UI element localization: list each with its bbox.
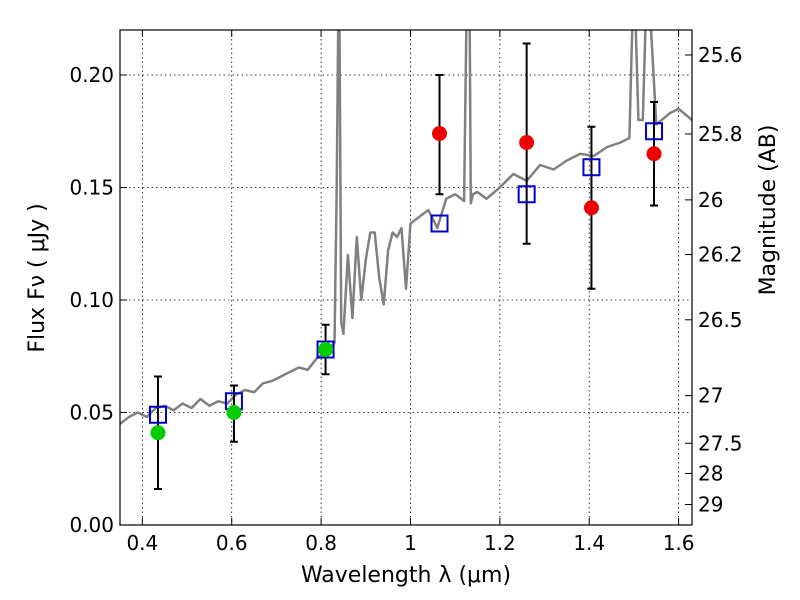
data-series bbox=[120, 30, 692, 490]
x-axis-label: Wavelength λ (μm) bbox=[301, 563, 511, 588]
data-point bbox=[150, 425, 166, 441]
x-tick-label: 1.2 bbox=[484, 531, 516, 555]
y2-tick-label: 26.2 bbox=[698, 243, 743, 267]
model-square bbox=[430, 214, 449, 233]
y-tick-label: 0.05 bbox=[69, 401, 114, 425]
y-tick-label: 0.00 bbox=[69, 513, 114, 537]
x-tick-label: 0.8 bbox=[305, 531, 337, 555]
y2-tick-label: 27.5 bbox=[698, 431, 743, 455]
x-tick-label: 1 bbox=[404, 531, 417, 555]
y-axis-label: Flux Fν ( μJy ) bbox=[25, 203, 50, 352]
y2-axis-label: Magnitude (AB) bbox=[756, 125, 781, 296]
x-tick-label: 1.4 bbox=[573, 531, 605, 555]
spectrum-line bbox=[120, 30, 692, 425]
grid-lines bbox=[120, 30, 692, 525]
y2-tick-label: 26.5 bbox=[698, 308, 743, 332]
x-tick-label: 1.6 bbox=[663, 531, 695, 555]
x-tick-label: 0.4 bbox=[126, 531, 158, 555]
y2-tick-label: 29 bbox=[698, 493, 723, 517]
axis-ticks: 0.4 0.6 0.8 1 1.2 1.4 1.6 0.00 0.05 0.10 0.15 0.20 2… bbox=[69, 30, 743, 555]
model-square bbox=[645, 122, 664, 141]
y2-tick-label: 25.8 bbox=[698, 122, 743, 146]
plot-frame bbox=[119, 29, 693, 526]
y-tick-label: 0.20 bbox=[69, 63, 114, 87]
model-square bbox=[316, 340, 335, 359]
model-square bbox=[517, 185, 536, 204]
data-point bbox=[519, 135, 535, 150]
y2-tick-label: 26 bbox=[698, 188, 723, 212]
data-point bbox=[226, 405, 242, 420]
data-point bbox=[432, 126, 448, 141]
y2-tick-label: 27 bbox=[698, 384, 723, 408]
y-tick-label: 0.10 bbox=[69, 288, 114, 312]
model-square bbox=[148, 405, 167, 424]
model-square bbox=[582, 158, 601, 177]
data-point bbox=[583, 200, 599, 216]
y2-tick-label: 28 bbox=[698, 461, 723, 485]
data-point bbox=[318, 342, 334, 357]
y-tick-label: 0.15 bbox=[69, 176, 114, 200]
y2-tick-label: 25.6 bbox=[698, 43, 743, 67]
data-point bbox=[646, 146, 662, 162]
x-tick-label: 0.6 bbox=[216, 531, 248, 555]
